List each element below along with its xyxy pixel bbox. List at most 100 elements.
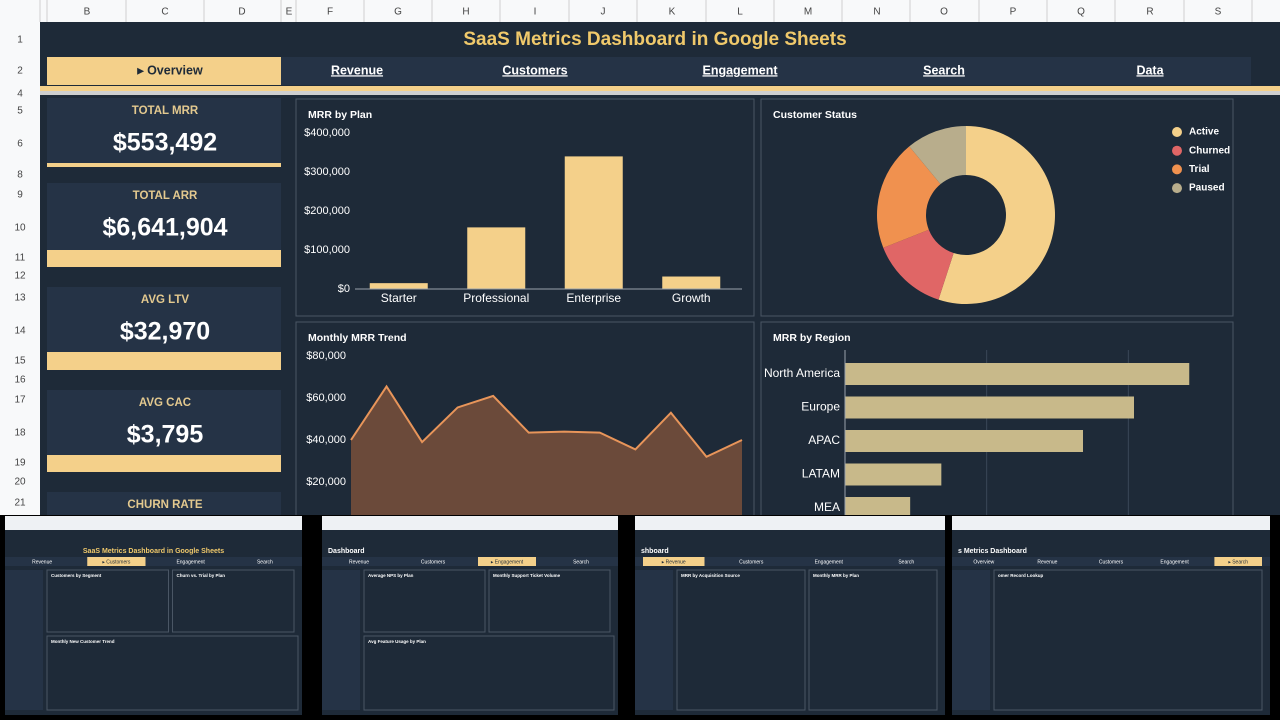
thumbnail-tab: ▸ Customers bbox=[102, 559, 131, 565]
thumbnail-tab-selected bbox=[478, 557, 536, 566]
legend-swatch bbox=[1172, 127, 1182, 137]
row-header: 14 bbox=[14, 326, 26, 337]
row-header: 21 bbox=[14, 498, 26, 509]
thumbnail-panel-title: Average NPS by Plan bbox=[368, 573, 414, 578]
pie-slice bbox=[909, 126, 966, 185]
y-tick-label: $0 bbox=[338, 283, 350, 295]
thumbnail-tab: Search bbox=[898, 559, 914, 565]
nav-tab[interactable]: Revenue bbox=[331, 63, 383, 77]
thumbnail-panel-title: Monthly MRR by Plan bbox=[813, 573, 859, 578]
nav-tab[interactable]: Search bbox=[923, 63, 965, 77]
row-header: 20 bbox=[14, 477, 26, 488]
bar bbox=[369, 283, 428, 289]
bar bbox=[845, 430, 1083, 452]
x-tick-label: Professional bbox=[463, 291, 529, 305]
thumbnail-panel-title: Churn vs. Trial by Plan bbox=[177, 573, 226, 578]
row-header: 8 bbox=[17, 170, 23, 181]
thumbnail-panel-title: Monthly New Customer Trend bbox=[51, 639, 115, 644]
nav-tab[interactable]: ▸ Overview bbox=[136, 63, 203, 77]
thumbnail-panel bbox=[46, 635, 299, 711]
thumbnail-tab: Revenue bbox=[1037, 559, 1057, 565]
column-header: L bbox=[737, 7, 743, 18]
thumbnail-panel bbox=[363, 635, 615, 711]
x-tick-label: Growth bbox=[672, 291, 711, 305]
kpi-accent bbox=[47, 352, 281, 370]
thumbnail-tab: ▸ Revenue bbox=[662, 559, 686, 565]
legend-label: Trial bbox=[1189, 164, 1210, 175]
row-header: 18 bbox=[14, 428, 26, 439]
row-header: 9 bbox=[17, 190, 23, 201]
kpi-value: $32,970 bbox=[120, 318, 210, 346]
bar bbox=[662, 276, 721, 289]
kpi-label: AVG LTV bbox=[141, 294, 189, 306]
thumbnail-title: SaaS Metrics Dashboard in Google Sheets bbox=[83, 548, 224, 555]
thumbnail-tabbar bbox=[952, 557, 1270, 566]
thumbnail-toolbar bbox=[952, 516, 1270, 530]
legend-swatch bbox=[1172, 145, 1182, 156]
thumbnail-toolbar bbox=[322, 516, 618, 530]
chart-title: Customer Status bbox=[773, 109, 857, 121]
column-header: M bbox=[804, 7, 812, 18]
thumbnail-tab: Engagement bbox=[176, 559, 205, 565]
column-header: I bbox=[534, 7, 537, 18]
row-header: 11 bbox=[15, 253, 26, 264]
tab-selected-bg bbox=[47, 57, 281, 85]
chart-title: MRR by Plan bbox=[308, 109, 372, 121]
column-header: C bbox=[161, 7, 168, 18]
column-header: J bbox=[601, 7, 606, 18]
pie-slice bbox=[883, 229, 954, 300]
chart-panel bbox=[760, 321, 1234, 531]
column-header: N bbox=[873, 7, 880, 18]
thumbnail-toolbar bbox=[5, 516, 302, 530]
y-tick-label: LATAM bbox=[802, 467, 840, 481]
bar bbox=[564, 156, 623, 289]
row-header: 17 bbox=[14, 395, 26, 406]
legend-label: Active bbox=[1189, 127, 1219, 138]
column-header: Q bbox=[1077, 7, 1085, 18]
y-tick-label: $300,000 bbox=[304, 166, 350, 178]
chart-title: Monthly MRR Trend bbox=[308, 332, 407, 344]
nav-tab[interactable]: Engagement bbox=[702, 63, 778, 77]
bar bbox=[467, 227, 526, 289]
x-tick-label: Enterprise bbox=[566, 291, 621, 305]
thumbnail-toolbar bbox=[635, 516, 945, 530]
kpi-accent bbox=[47, 250, 281, 267]
row-header: 4 bbox=[17, 89, 23, 100]
kpi-accent bbox=[47, 163, 281, 167]
column-header: F bbox=[327, 7, 333, 18]
thumbnail-panel bbox=[993, 569, 1263, 711]
area-fill bbox=[351, 386, 742, 524]
nav-tab[interactable]: Customers bbox=[502, 63, 567, 77]
pie-slice bbox=[877, 146, 941, 248]
thumbnail-tab: ▸ Engagement bbox=[491, 559, 524, 565]
row-header: 1 bbox=[17, 35, 23, 46]
column-header: S bbox=[1215, 7, 1222, 18]
thumbnail-panel-title: omer Record Lookup bbox=[998, 573, 1044, 578]
row-header: 16 bbox=[14, 375, 26, 386]
thumbnail-title: shboard bbox=[641, 548, 669, 555]
kpi-label: TOTAL MRR bbox=[132, 105, 199, 117]
trend-line bbox=[350, 384, 743, 459]
thumbnail-tab: Search bbox=[257, 559, 273, 565]
thumbnail-panel bbox=[46, 569, 169, 633]
thumbnail-tab-selected bbox=[1214, 557, 1262, 566]
frozen-divider bbox=[40, 91, 1280, 95]
kpi-value: $553,492 bbox=[113, 129, 217, 157]
bar bbox=[845, 396, 1134, 419]
y-tick-label: North America bbox=[764, 366, 840, 380]
dashboard-title: SaaS Metrics Dashboard in Google Sheets bbox=[463, 29, 846, 50]
thumbnail-panel bbox=[172, 569, 295, 633]
column-header: E bbox=[286, 7, 293, 18]
kpi-label: CHURN RATE bbox=[127, 499, 203, 511]
thumbnail-panel-title: MRR by Acquisition Source bbox=[681, 573, 740, 578]
thumbnail-tab: Engagement bbox=[1160, 559, 1189, 565]
thumbnail-panel-title: Monthly Support Ticket Volume bbox=[493, 573, 561, 578]
nav-tab[interactable]: Data bbox=[1136, 63, 1164, 77]
legend-label: Churned bbox=[1189, 145, 1230, 156]
bar bbox=[845, 463, 942, 486]
row-header: 13 bbox=[14, 293, 26, 304]
thumbnail-tab: Overview bbox=[973, 559, 994, 565]
kpi-label: TOTAL ARR bbox=[133, 190, 198, 202]
